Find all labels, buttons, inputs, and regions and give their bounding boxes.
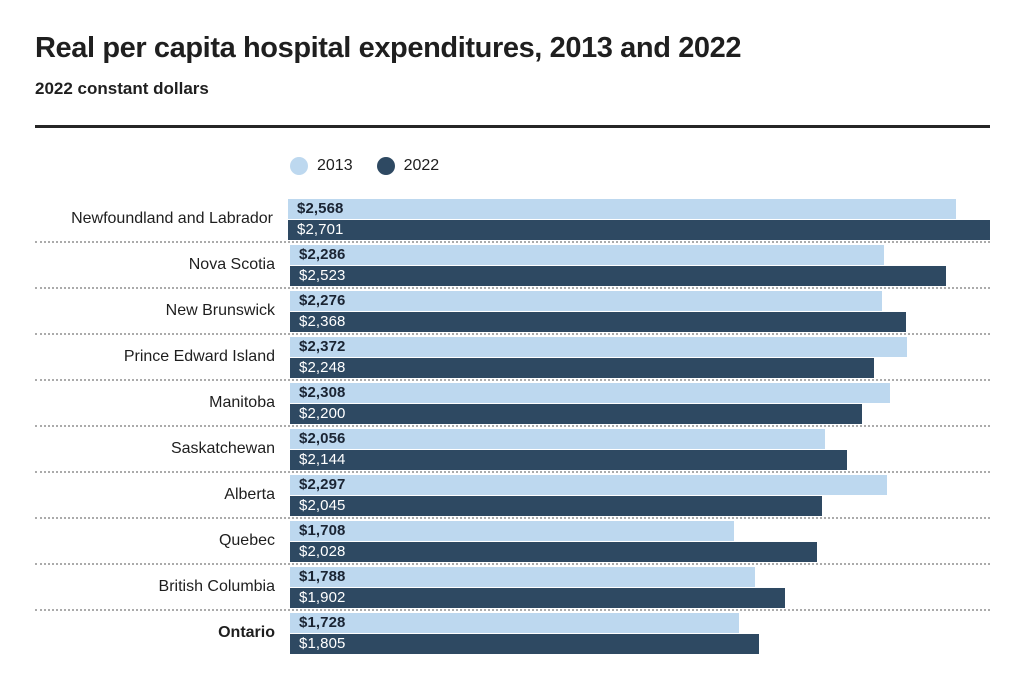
row-bars: $2,297 $2,045 [290, 474, 887, 516]
bar-2013: $2,372 [290, 336, 907, 357]
row-bars: $1,728 $1,805 [290, 612, 759, 654]
bar-2022: $1,902 [290, 587, 785, 608]
chart-row: Saskatchewan $2,056 $2,144 [35, 427, 990, 473]
chart-row: Ontario $1,728 $1,805 [35, 611, 990, 655]
bar-value-label: $1,788 [299, 568, 346, 586]
chart-rows: Newfoundland and Labrador $2,568 $2,701 Nov… [35, 197, 990, 655]
bar-value-label: $2,248 [299, 359, 346, 377]
chart-container: Real per capita hospital expenditures, 2… [35, 32, 990, 655]
legend-item-2022: 2022 [376, 157, 440, 176]
bar-value-label: $2,701 [297, 221, 344, 239]
bar-value-label: $2,308 [299, 384, 346, 402]
bar-2022: $2,144 [290, 449, 847, 470]
chart-row: Nova Scotia $2,286 $2,523 [35, 243, 990, 289]
bar-2013: $2,568 [288, 198, 956, 219]
bar-2013: $1,788 [290, 566, 755, 587]
row-bars: $2,276 $2,368 [290, 290, 906, 332]
chart-row: British Columbia $1,788 $1,902 [35, 565, 990, 611]
legend-dot-2013-icon [290, 157, 308, 176]
legend-label-2022: 2022 [403, 157, 440, 175]
bar-2013: $1,708 [290, 520, 734, 541]
bar-value-label: $2,568 [297, 200, 344, 218]
bar-value-label: $2,056 [299, 430, 346, 448]
row-bars: $2,372 $2,248 [290, 336, 907, 378]
row-label: Newfoundland and Labrador [71, 210, 273, 228]
bar-2013: $2,056 [290, 428, 825, 449]
bar-value-label: $2,200 [299, 405, 346, 423]
bar-value-label: $1,902 [299, 589, 346, 607]
bar-2022: $2,701 [288, 219, 990, 240]
bar-2013: $2,308 [290, 382, 890, 403]
bar-2022: $2,368 [290, 311, 906, 332]
row-bars: $2,568 $2,701 [288, 198, 990, 240]
page-subtitle: 2022 constant dollars [35, 78, 209, 98]
bar-2013: $2,286 [290, 244, 884, 265]
row-bars: $1,788 $1,902 [290, 566, 785, 608]
chart-row: Manitoba $2,308 $2,200 [35, 381, 990, 427]
bar-value-label: $2,372 [299, 338, 346, 356]
bar-2022: $2,045 [290, 495, 822, 516]
bar-2022: $2,248 [290, 357, 874, 378]
chart-row: Prince Edward Island $2,372 $2,248 [35, 335, 990, 381]
row-bars: $1,708 $2,028 [290, 520, 817, 562]
legend-label-2013: 2013 [317, 157, 353, 175]
bar-value-label: $2,045 [299, 497, 346, 515]
bar-2013: $2,276 [290, 290, 882, 311]
bar-value-label: $2,297 [299, 476, 346, 494]
chart-row: Quebec $1,708 $2,028 [35, 519, 990, 565]
bar-value-label: $2,286 [299, 246, 346, 264]
row-label: Saskatchewan [170, 440, 275, 458]
legend-item-2013: 2013 [290, 157, 353, 176]
bar-value-label: $2,028 [299, 543, 346, 561]
bar-2022: $2,523 [290, 265, 946, 286]
row-label: Ontario [218, 624, 275, 642]
row-label: New Brunswick [165, 302, 275, 320]
page-title: Real per capita hospital expenditures, 2… [35, 32, 742, 64]
chart-row: Alberta $2,297 $2,045 [35, 473, 990, 519]
row-label: Nova Scotia [188, 256, 275, 274]
bar-value-label: $2,523 [299, 267, 346, 285]
bar-value-label: $1,708 [299, 522, 346, 540]
row-label: Quebec [218, 532, 275, 550]
bar-2013: $1,728 [290, 612, 739, 633]
row-bars: $2,286 $2,523 [290, 244, 946, 286]
chart-row: New Brunswick $2,276 $2,368 [35, 289, 990, 335]
row-label: British Columbia [158, 578, 275, 596]
bar-2013: $2,297 [290, 474, 887, 495]
legend: 2013 2022 [290, 157, 990, 176]
bar-value-label: $2,144 [299, 451, 346, 469]
bar-value-label: $1,805 [299, 635, 346, 653]
row-label: Prince Edward Island [123, 348, 275, 366]
bar-value-label: $1,728 [299, 614, 346, 632]
bar-2022: $2,028 [290, 541, 817, 562]
title-divider [35, 124, 990, 128]
bar-2022: $1,805 [290, 633, 759, 654]
row-bars: $2,308 $2,200 [290, 382, 890, 424]
row-bars: $2,056 $2,144 [290, 428, 847, 470]
row-label: Alberta [224, 486, 275, 504]
legend-dot-2022-icon [376, 157, 395, 176]
bar-value-label: $2,276 [299, 292, 346, 310]
bar-2022: $2,200 [290, 403, 862, 424]
row-label: Manitoba [209, 394, 275, 412]
bar-value-label: $2,368 [299, 313, 346, 331]
chart-row: Newfoundland and Labrador $2,568 $2,701 [35, 197, 990, 243]
